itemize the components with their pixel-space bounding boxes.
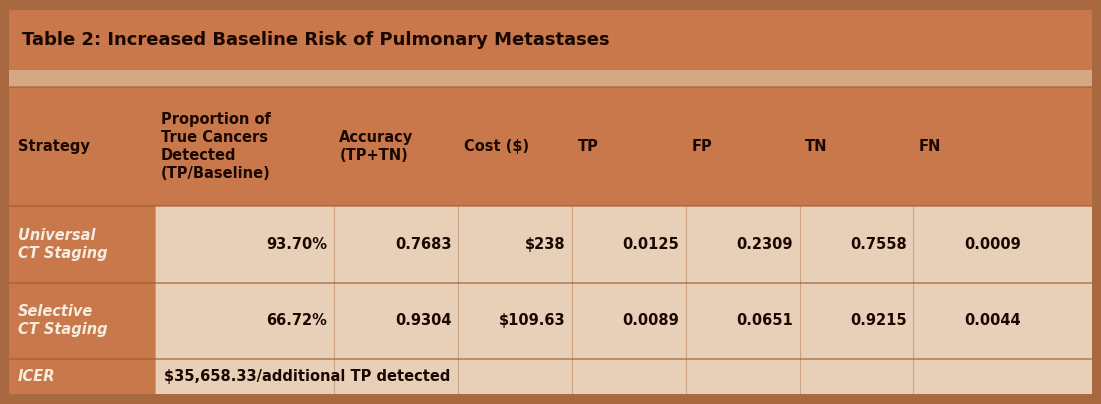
Text: 0.2309: 0.2309 <box>737 237 793 252</box>
Text: TP: TP <box>578 139 599 154</box>
Text: 66.72%: 66.72% <box>266 314 327 328</box>
Bar <box>9 69 1092 87</box>
Text: $238: $238 <box>525 237 566 252</box>
Text: Proportion of
True Cancers
Detected
(TP/Baseline): Proportion of True Cancers Detected (TP/… <box>161 112 271 181</box>
Bar <box>9 206 1092 283</box>
Text: 0.9215: 0.9215 <box>850 314 907 328</box>
Text: 0.9304: 0.9304 <box>395 314 451 328</box>
Text: TN: TN <box>805 139 828 154</box>
Text: Table 2: Increased Baseline Risk of Pulmonary Metastases: Table 2: Increased Baseline Risk of Pulm… <box>22 31 610 49</box>
Text: 0.0044: 0.0044 <box>964 314 1021 328</box>
Text: $35,658.33/additional TP detected: $35,658.33/additional TP detected <box>164 369 450 384</box>
Text: FN: FN <box>919 139 941 154</box>
Text: 93.70%: 93.70% <box>266 237 327 252</box>
Text: FP: FP <box>691 139 712 154</box>
Text: 0.0651: 0.0651 <box>737 314 793 328</box>
Bar <box>9 283 155 360</box>
Text: 0.0125: 0.0125 <box>622 237 679 252</box>
Text: Cost ($): Cost ($) <box>464 139 530 154</box>
Text: 0.0009: 0.0009 <box>963 237 1021 252</box>
Text: 0.0089: 0.0089 <box>622 314 679 328</box>
Text: 0.7683: 0.7683 <box>395 237 451 252</box>
Bar <box>9 283 1092 360</box>
Bar <box>9 87 1092 206</box>
Text: $109.63: $109.63 <box>499 314 566 328</box>
Text: Selective
CT Staging: Selective CT Staging <box>18 305 107 337</box>
Bar <box>9 206 155 283</box>
Text: Accuracy
(TP+TN): Accuracy (TP+TN) <box>339 130 414 163</box>
Bar <box>9 360 155 394</box>
Bar <box>9 360 1092 394</box>
Text: 0.7558: 0.7558 <box>850 237 907 252</box>
Text: Universal
CT Staging: Universal CT Staging <box>18 228 107 261</box>
Text: Strategy: Strategy <box>18 139 89 154</box>
Bar <box>9 10 1092 69</box>
Text: ICER: ICER <box>18 369 55 384</box>
